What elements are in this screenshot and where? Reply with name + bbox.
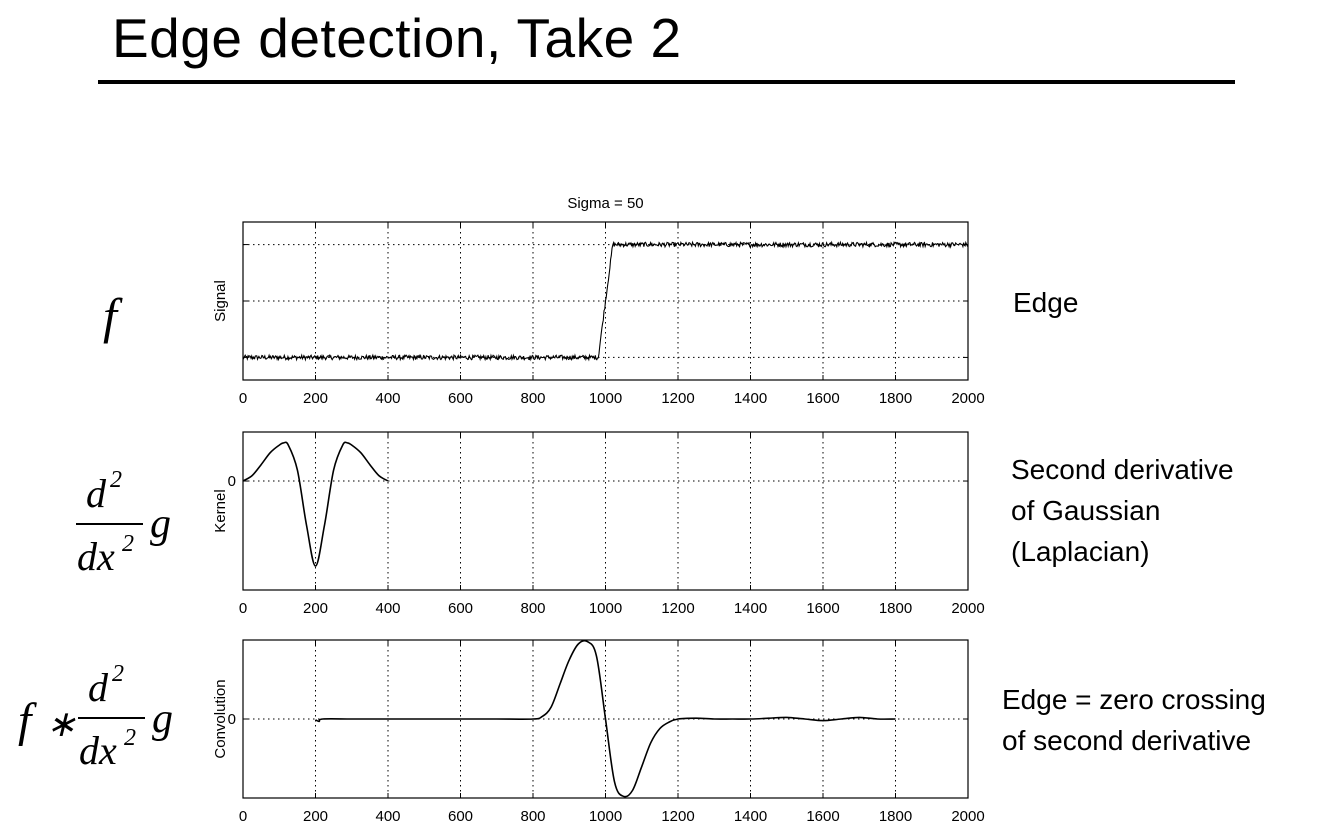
plot-frame xyxy=(242,431,969,591)
svg-text:d: d xyxy=(88,665,109,710)
chart-title: Sigma = 50 xyxy=(567,195,643,212)
svg-text:2: 2 xyxy=(122,531,134,557)
description-line: (Laplacian) xyxy=(1011,536,1150,567)
svg-text:∗: ∗ xyxy=(46,704,76,744)
series-line xyxy=(242,240,969,362)
description-line: Edge = zero crossing xyxy=(1002,684,1266,715)
svg-text:dx: dx xyxy=(77,534,115,579)
x-tick-label: 1200 xyxy=(661,390,694,407)
plot-signal: 0 200 400 600 800 1000 1200 1400 1600 1800 2000 Sig… xyxy=(212,195,985,407)
x-tick-label: 0 xyxy=(239,808,247,825)
svg-text:f: f xyxy=(103,288,123,344)
description-line: of second derivative xyxy=(1002,725,1252,756)
x-tick-label: 600 xyxy=(448,600,473,617)
series-line xyxy=(242,441,389,567)
x-tick-label: 400 xyxy=(375,600,400,617)
x-tick-label: 0 xyxy=(239,600,247,617)
x-tick-label: 1600 xyxy=(806,600,839,617)
description-line: of Gaussian xyxy=(1011,495,1161,526)
svg-text:f: f xyxy=(18,694,37,747)
math-label-d2g: d 2 dx 2 g xyxy=(76,467,171,579)
x-tick-label: 1800 xyxy=(879,600,912,617)
x-tick-label: 2000 xyxy=(951,390,984,407)
x-tick-label: 200 xyxy=(303,390,328,407)
x-tick-label: 1800 xyxy=(879,808,912,825)
y-axis-label: Kernel xyxy=(212,489,229,532)
description-convolution: Edge = zero crossing of second derivativ… xyxy=(1002,679,1266,761)
title-rule xyxy=(98,80,1235,84)
x-tick-label: 800 xyxy=(520,600,545,617)
svg-text:2: 2 xyxy=(112,661,124,687)
x-tick-label: 0 xyxy=(239,390,247,407)
x-tick-label: 1800 xyxy=(879,390,912,407)
x-tick-label: 1400 xyxy=(734,390,767,407)
slide-title: Edge detection, Take 2 xyxy=(112,7,682,69)
description-line: Second derivative xyxy=(1011,454,1234,485)
x-tick-label: 1000 xyxy=(589,390,622,407)
description-line: Edge xyxy=(1013,287,1079,318)
y-tick-label: 0 xyxy=(228,711,236,728)
math-label-f: f xyxy=(103,288,123,344)
description-kernel: Second derivative of Gaussian (Laplacian… xyxy=(1011,449,1234,572)
x-tick-label: 1400 xyxy=(734,600,767,617)
svg-text:dx: dx xyxy=(79,728,117,773)
x-tick-label: 1400 xyxy=(734,808,767,825)
math-label-f-conv-d2g: f ∗ d 2 dx 2 g xyxy=(18,661,173,773)
x-tick-label: 400 xyxy=(375,390,400,407)
plot-convolution: 0 200 400 600 800 1000 1200 1400 1600 1800 20000Co… xyxy=(212,639,985,825)
svg-text:g: g xyxy=(150,501,171,547)
x-tick-label: 1200 xyxy=(661,808,694,825)
y-axis-label: Signal xyxy=(212,280,229,322)
y-axis-label: Convolution xyxy=(212,679,229,758)
x-tick-label: 1600 xyxy=(806,390,839,407)
svg-text:2: 2 xyxy=(124,725,136,751)
x-tick-label: 1200 xyxy=(661,600,694,617)
x-tick-label: 600 xyxy=(448,808,473,825)
svg-text:g: g xyxy=(152,696,173,742)
x-tick-label: 1600 xyxy=(806,808,839,825)
svg-text:d: d xyxy=(86,471,107,516)
x-tick-label: 2000 xyxy=(951,808,984,825)
plot-kernel: 0 200 400 600 800 1000 1200 1400 1600 1800 20000Ke… xyxy=(212,431,985,617)
x-tick-label: 200 xyxy=(303,808,328,825)
x-tick-label: 600 xyxy=(448,390,473,407)
x-tick-label: 800 xyxy=(520,808,545,825)
x-tick-label: 2000 xyxy=(951,600,984,617)
x-tick-label: 1000 xyxy=(589,808,622,825)
x-tick-label: 200 xyxy=(303,600,328,617)
svg-text:2: 2 xyxy=(110,467,122,493)
x-tick-label: 400 xyxy=(375,808,400,825)
series-line xyxy=(315,639,896,798)
description-edge: Edge xyxy=(1013,282,1078,323)
x-tick-label: 800 xyxy=(520,390,545,407)
x-tick-label: 1000 xyxy=(589,600,622,617)
y-tick-label: 0 xyxy=(228,473,236,490)
